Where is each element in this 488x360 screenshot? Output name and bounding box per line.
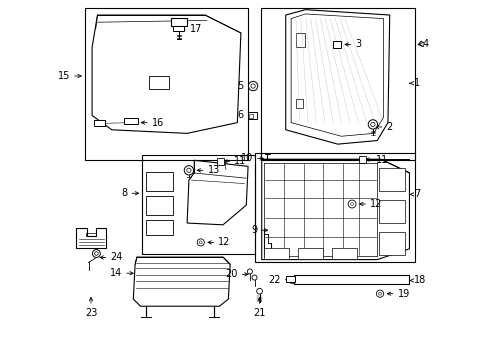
Bar [171,18,187,26]
Text: 17: 17 [189,24,202,35]
Bar [333,41,341,48]
Text: 22: 22 [268,275,280,285]
Bar [145,220,172,234]
Bar [85,8,247,160]
Bar [298,248,323,259]
Circle shape [184,166,193,175]
Circle shape [370,122,374,127]
Bar [173,26,184,31]
Text: 3: 3 [355,40,361,49]
Bar [329,276,335,283]
Text: 21: 21 [253,309,265,318]
Bar [378,232,404,255]
Circle shape [247,269,252,274]
Circle shape [199,241,202,244]
Bar [149,76,169,89]
Bar [285,276,294,282]
Bar [295,33,304,47]
Circle shape [350,203,353,206]
Bar [293,275,408,284]
Text: 12: 12 [369,199,382,209]
Text: 2: 2 [386,122,392,132]
Bar [358,156,366,163]
Text: 10: 10 [241,153,253,163]
Text: 14: 14 [110,268,122,278]
Text: 11: 11 [375,154,387,165]
Bar [145,172,172,191]
Circle shape [376,290,383,297]
Bar [376,276,382,283]
Bar [314,276,320,283]
Bar [295,99,303,108]
Text: 23: 23 [84,308,97,318]
Text: 7: 7 [413,189,420,199]
Bar [298,276,304,283]
Bar [290,276,294,283]
Text: 8: 8 [121,188,127,198]
Text: 1: 1 [413,78,419,88]
Bar [378,168,404,192]
Bar [264,248,289,259]
Bar [124,118,138,125]
Bar [145,196,172,215]
Text: 15: 15 [58,71,70,81]
Text: 4: 4 [422,40,428,49]
Circle shape [197,239,204,246]
Circle shape [92,249,100,257]
Bar [332,248,357,259]
Bar [142,155,255,253]
Text: 5: 5 [237,81,244,91]
Text: 16: 16 [151,118,163,128]
Bar [255,153,414,262]
Bar [260,8,414,160]
Text: 11: 11 [234,156,246,166]
Circle shape [250,84,255,88]
Bar [361,276,366,283]
Bar [345,276,351,283]
Text: 9: 9 [251,225,257,235]
Circle shape [248,81,257,91]
Bar [378,200,404,223]
Text: 12: 12 [218,237,230,247]
Circle shape [94,252,98,255]
Text: 6: 6 [237,111,244,121]
Bar [391,276,397,283]
Bar [94,121,104,126]
Bar [249,114,253,118]
Circle shape [186,168,191,172]
Text: 24: 24 [110,252,122,262]
Text: 20: 20 [225,269,237,279]
Bar [86,233,96,236]
Circle shape [378,292,381,295]
Circle shape [367,120,377,129]
Bar [247,112,257,119]
Circle shape [347,200,355,208]
Circle shape [251,275,257,280]
Circle shape [256,288,262,294]
Bar [216,158,223,165]
Text: 13: 13 [207,165,220,175]
Text: 18: 18 [413,275,426,285]
Text: 19: 19 [397,289,409,299]
